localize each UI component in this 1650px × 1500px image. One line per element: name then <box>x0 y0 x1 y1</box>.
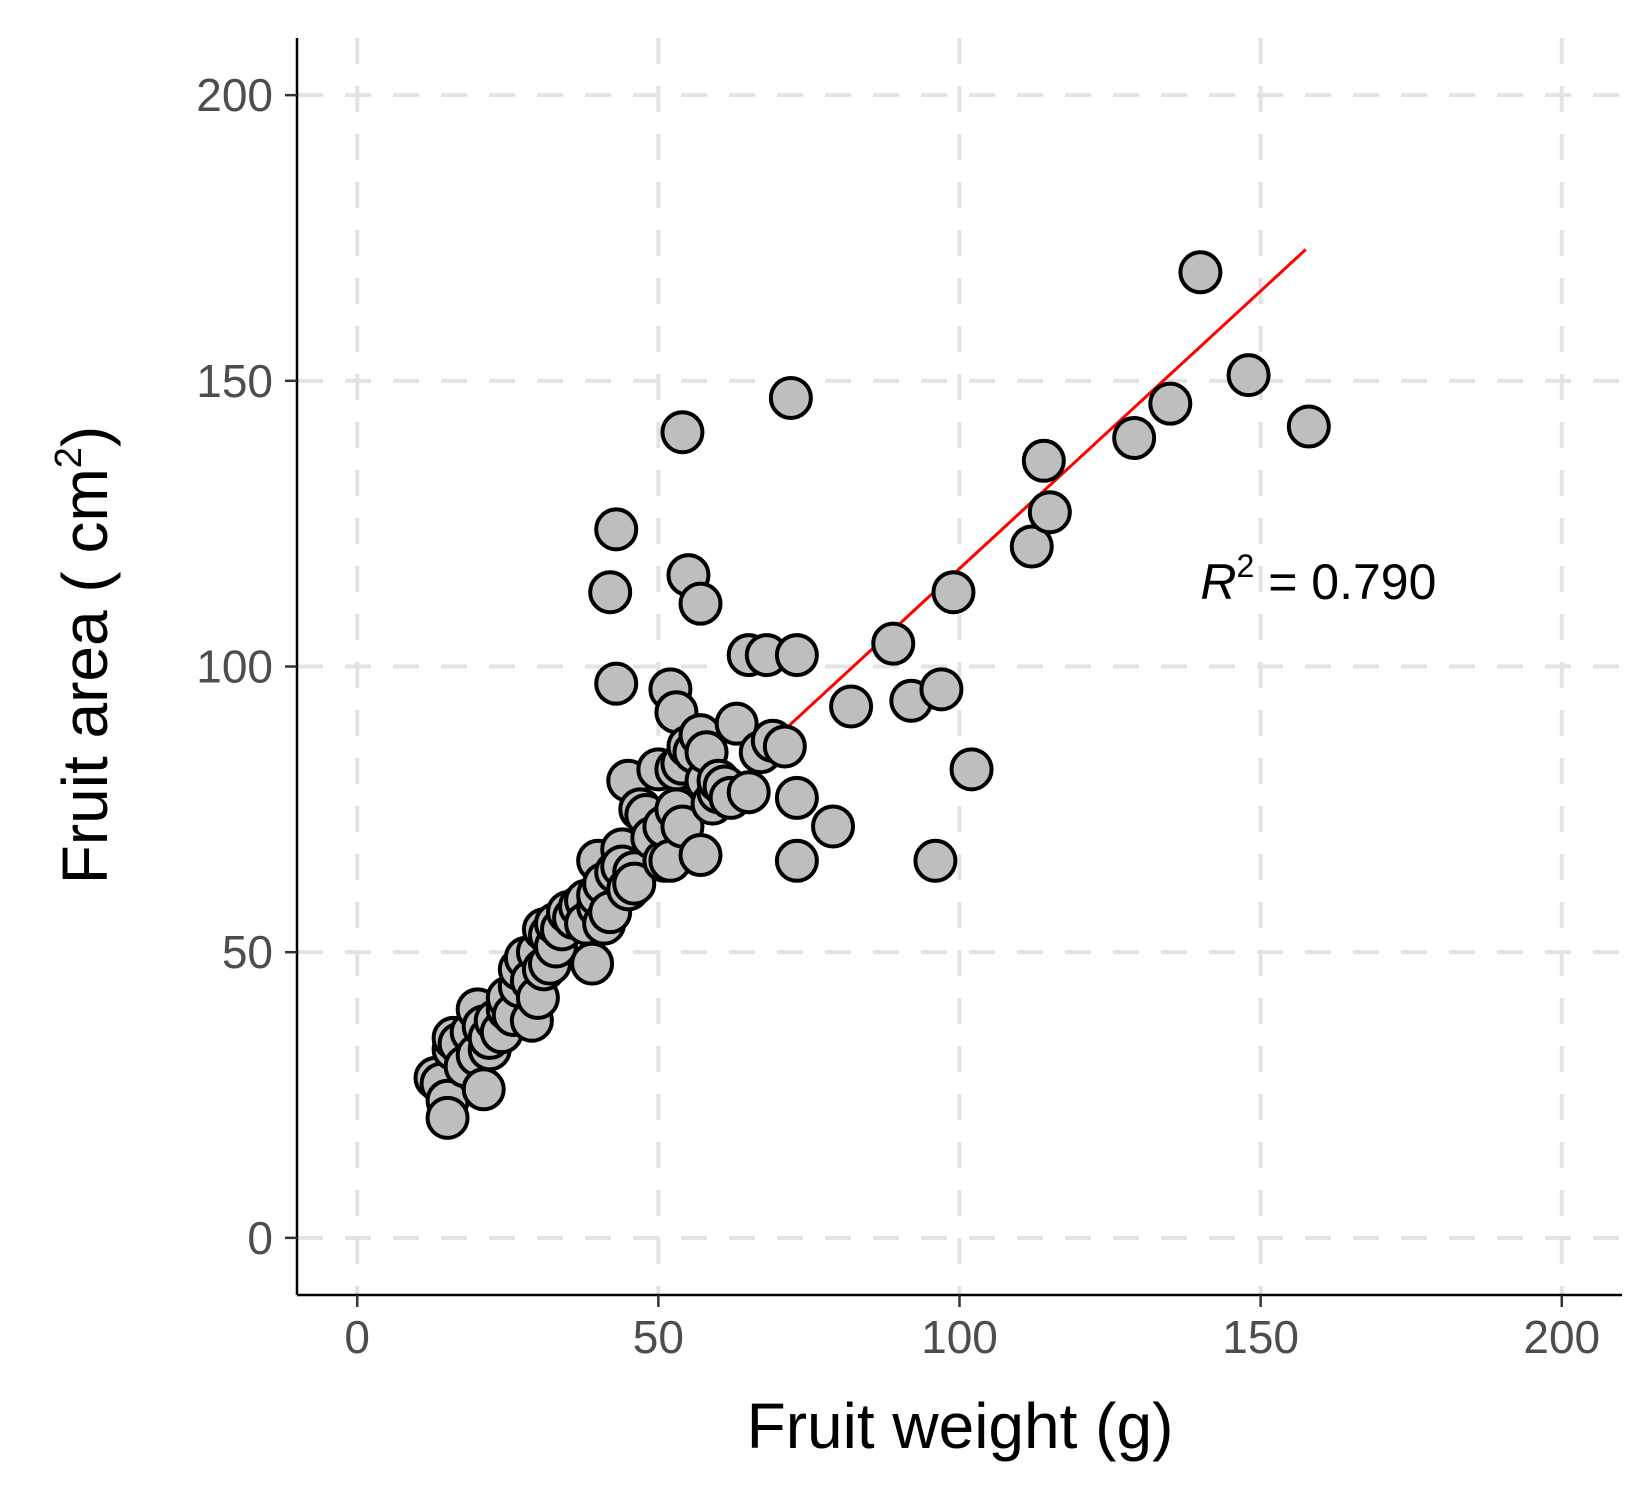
data-point <box>829 684 874 729</box>
data-point <box>678 581 723 626</box>
y-tick-label: 150 <box>196 355 273 407</box>
data-point <box>774 633 819 678</box>
data-point <box>714 701 759 746</box>
data-point <box>774 775 819 820</box>
x-tick-label: 150 <box>1222 1311 1299 1363</box>
data-point <box>678 833 723 878</box>
data-point <box>931 570 976 615</box>
data-point <box>1021 438 1066 483</box>
y-tick-label: 50 <box>222 926 273 978</box>
data-point <box>768 375 813 420</box>
data-point <box>612 861 657 906</box>
r-squared-superscript: 2 <box>1237 548 1255 584</box>
x-tick-label: 50 <box>633 1311 684 1363</box>
data-point <box>726 770 771 815</box>
x-tick-label: 0 <box>344 1311 370 1363</box>
y-tick-label: 0 <box>247 1212 273 1264</box>
data-point <box>949 747 994 792</box>
data-point <box>762 724 807 769</box>
data-point <box>594 507 639 552</box>
data-point <box>588 570 633 615</box>
data-point <box>1226 353 1271 398</box>
grid-lines <box>297 38 1622 1295</box>
y-axis-title: Fruit area ( cm2) <box>48 426 121 885</box>
data-point <box>425 1095 470 1140</box>
data-point <box>1286 404 1331 449</box>
data-point <box>570 941 615 986</box>
axes: 0 50 100 150 200 0 50 100 150 200 <box>196 38 1622 1363</box>
data-point <box>811 804 856 849</box>
data-point <box>1112 415 1157 460</box>
x-axis-title: Fruit weight (g) <box>747 1390 1174 1462</box>
y-tick-label: 200 <box>196 69 273 121</box>
y-tick-label: 100 <box>196 641 273 693</box>
data-point <box>1009 524 1054 569</box>
data-point <box>871 621 916 666</box>
data-point <box>919 667 964 712</box>
data-point <box>1178 250 1223 295</box>
r-squared-annotation: R2 = 0.790 <box>1200 548 1436 610</box>
data-point <box>1148 381 1193 426</box>
data-point <box>913 838 958 883</box>
x-tick-label: 100 <box>921 1311 998 1363</box>
data-points <box>413 250 1331 1140</box>
r-squared-value: = 0.790 <box>1254 554 1436 610</box>
y-axis-title-main: Fruit area ( cm <box>49 468 121 884</box>
data-point <box>461 1067 506 1112</box>
r-squared-symbol: R <box>1200 554 1236 610</box>
x-tick-label: 200 <box>1523 1311 1600 1363</box>
data-point <box>594 661 639 706</box>
data-point <box>1027 490 1072 535</box>
y-axis-title-close: ) <box>49 426 121 447</box>
y-axis-title-superscript: 2 <box>48 447 90 468</box>
data-point <box>660 410 705 455</box>
data-point <box>774 838 819 883</box>
